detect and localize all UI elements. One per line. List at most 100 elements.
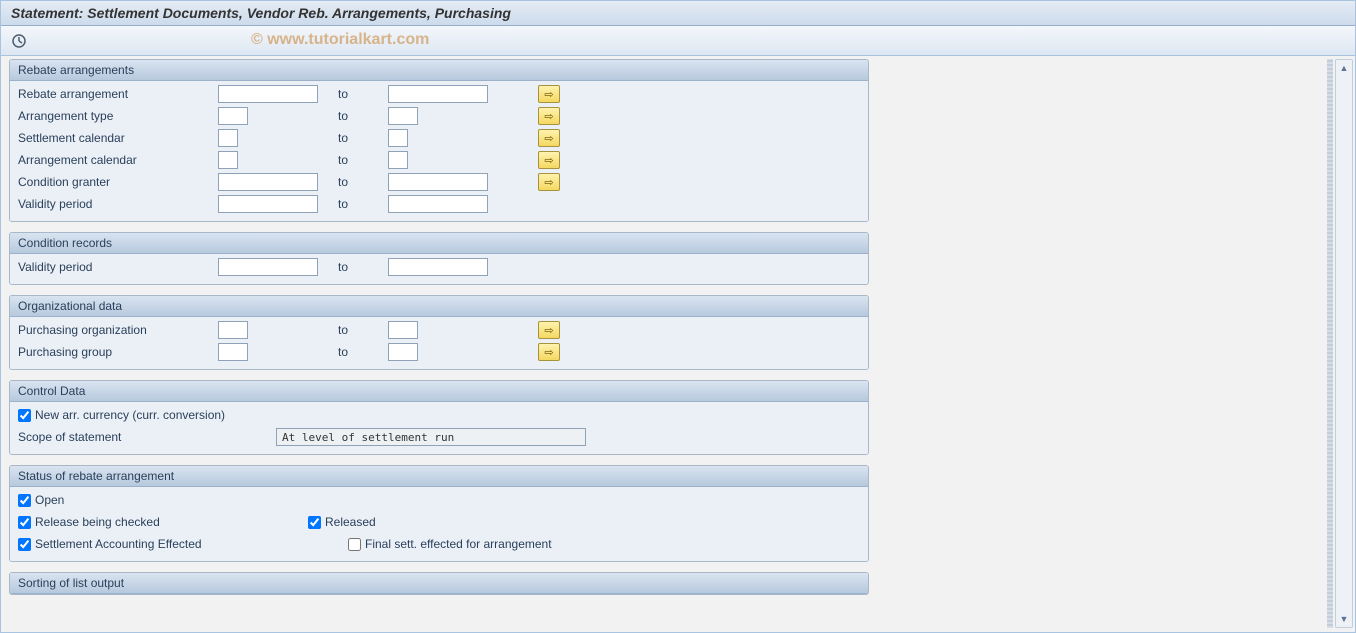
title-bar: Statement: Settlement Documents, Vendor … (1, 1, 1355, 26)
row-arrangement-type: Arrangement type to ⇨ (10, 105, 868, 127)
final-label: Final sett. effected for arrangement (365, 537, 552, 551)
multiple-selection-button[interactable]: ⇨ (538, 321, 560, 339)
purchasing-group-to-input[interactable] (388, 343, 418, 361)
multiple-selection-button[interactable]: ⇨ (538, 129, 560, 147)
release-check-wrap[interactable]: Release being checked (18, 515, 308, 529)
condition-validity-from-input[interactable] (218, 258, 318, 276)
row-condition-validity: Validity period to (10, 256, 868, 278)
row-open: Open (10, 489, 868, 511)
field-label: Arrangement type (18, 109, 218, 123)
field-label: Settlement calendar (18, 131, 218, 145)
field-label: Purchasing group (18, 345, 218, 359)
to-label: to (328, 109, 388, 123)
rebate-arrangement-to-input[interactable] (388, 85, 488, 103)
group-rebate-arrangements: Rebate arrangements Rebate arrangement t… (9, 59, 869, 222)
group-header: Condition records (10, 233, 868, 254)
open-label: Open (35, 493, 64, 507)
scrollbar-vertical[interactable]: ▲ ▼ (1335, 59, 1353, 628)
group-header: Organizational data (10, 296, 868, 317)
open-checkbox-wrap[interactable]: Open (18, 493, 64, 507)
group-header: Control Data (10, 381, 868, 402)
group-status: Status of rebate arrangement Open Releas… (9, 465, 869, 562)
toolbar (1, 26, 1355, 56)
group-body: Open Release being checked Released (10, 487, 868, 561)
row-purchasing-group: Purchasing group to ⇨ (10, 341, 868, 363)
final-checkbox[interactable] (348, 538, 361, 551)
to-label: to (328, 131, 388, 145)
field-label: Validity period (18, 260, 218, 274)
currency-checkbox[interactable] (18, 409, 31, 422)
release-check-label: Release being checked (35, 515, 160, 529)
validity-from-input[interactable] (218, 195, 318, 213)
window-title: Statement: Settlement Documents, Vendor … (11, 5, 511, 21)
to-label: to (328, 197, 388, 211)
purchasing-org-from-input[interactable] (218, 321, 248, 339)
group-sorting: Sorting of list output (9, 572, 869, 595)
group-header: Rebate arrangements (10, 60, 868, 81)
currency-label: New arr. currency (curr. conversion) (35, 408, 225, 422)
currency-checkbox-wrap[interactable]: New arr. currency (curr. conversion) (18, 408, 225, 422)
release-check-checkbox[interactable] (18, 516, 31, 529)
content-area: Rebate arrangements Rebate arrangement t… (9, 59, 1325, 628)
execute-icon[interactable] (9, 31, 29, 51)
scroll-up-icon[interactable]: ▲ (1336, 60, 1352, 76)
purchasing-group-from-input[interactable] (218, 343, 248, 361)
row-settlement-calendar: Settlement calendar to ⇨ (10, 127, 868, 149)
row-arrangement-calendar: Arrangement calendar to ⇨ (10, 149, 868, 171)
to-label: to (328, 153, 388, 167)
row-rebate-arrangement: Rebate arrangement to ⇨ (10, 83, 868, 105)
field-label: Arrangement calendar (18, 153, 218, 167)
row-validity-period: Validity period to (10, 193, 868, 215)
condition-granter-to-input[interactable] (388, 173, 488, 191)
rebate-arrangement-from-input[interactable] (218, 85, 318, 103)
multiple-selection-button[interactable]: ⇨ (538, 343, 560, 361)
to-label: to (328, 87, 388, 101)
released-checkbox[interactable] (308, 516, 321, 529)
scroll-down-icon[interactable]: ▼ (1336, 611, 1352, 627)
arrangement-type-to-input[interactable] (388, 107, 418, 125)
group-body: Rebate arrangement to ⇨ Arrangement type… (10, 81, 868, 221)
final-wrap[interactable]: Final sett. effected for arrangement (348, 537, 552, 551)
scope-label: Scope of statement (18, 430, 276, 444)
open-checkbox[interactable] (18, 494, 31, 507)
group-organizational-data: Organizational data Purchasing organizat… (9, 295, 869, 370)
condition-granter-from-input[interactable] (218, 173, 318, 191)
group-control-data: Control Data New arr. currency (curr. co… (9, 380, 869, 455)
group-body: New arr. currency (curr. conversion) Sco… (10, 402, 868, 454)
multiple-selection-button[interactable]: ⇨ (538, 107, 560, 125)
settlement-calendar-to-input[interactable] (388, 129, 408, 147)
arrangement-type-from-input[interactable] (218, 107, 248, 125)
group-condition-records: Condition records Validity period to (9, 232, 869, 285)
multiple-selection-button[interactable]: ⇨ (538, 85, 560, 103)
to-label: to (328, 323, 388, 337)
row-settlement: Settlement Accounting Effected Final set… (10, 533, 868, 555)
group-body: Purchasing organization to ⇨ Purchasing … (10, 317, 868, 369)
group-header: Status of rebate arrangement (10, 466, 868, 487)
multiple-selection-button[interactable]: ⇨ (538, 151, 560, 169)
vertical-splitter[interactable] (1327, 59, 1333, 628)
row-release: Release being checked Released (10, 511, 868, 533)
multiple-selection-button[interactable]: ⇨ (538, 173, 560, 191)
released-wrap[interactable]: Released (308, 515, 376, 529)
arrangement-calendar-from-input[interactable] (218, 151, 238, 169)
to-label: to (328, 175, 388, 189)
arrangement-calendar-to-input[interactable] (388, 151, 408, 169)
row-currency: New arr. currency (curr. conversion) (10, 404, 868, 426)
row-scope: Scope of statement At level of settlemen… (10, 426, 868, 448)
settlement-calendar-from-input[interactable] (218, 129, 238, 147)
group-body: Validity period to (10, 254, 868, 284)
row-condition-granter: Condition granter to ⇨ (10, 171, 868, 193)
field-label: Validity period (18, 197, 218, 211)
row-purchasing-organization: Purchasing organization to ⇨ (10, 319, 868, 341)
settlement-wrap[interactable]: Settlement Accounting Effected (18, 537, 348, 551)
released-label: Released (325, 515, 376, 529)
settlement-checkbox[interactable] (18, 538, 31, 551)
to-label: to (328, 260, 388, 274)
validity-to-input[interactable] (388, 195, 488, 213)
condition-validity-to-input[interactable] (388, 258, 488, 276)
scope-value: At level of settlement run (276, 428, 586, 446)
field-label: Condition granter (18, 175, 218, 189)
field-label: Purchasing organization (18, 323, 218, 337)
settlement-label: Settlement Accounting Effected (35, 537, 202, 551)
purchasing-org-to-input[interactable] (388, 321, 418, 339)
